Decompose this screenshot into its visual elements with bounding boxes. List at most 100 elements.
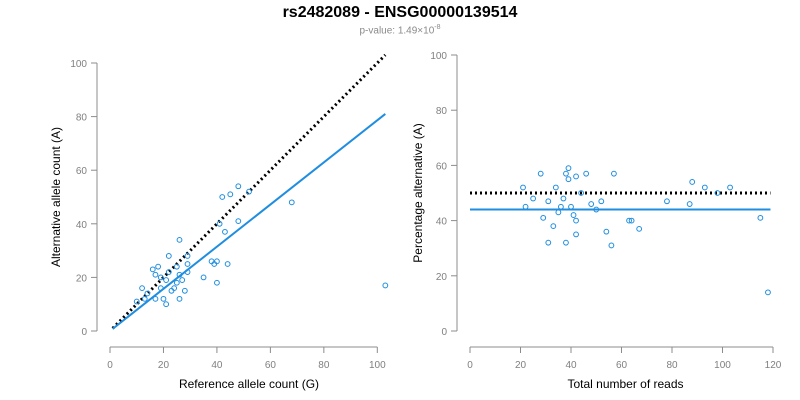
y-tick-label: 100: [70, 59, 87, 70]
data-point: [155, 263, 162, 270]
data-point: [163, 277, 170, 283]
y-tick-label: 0: [441, 327, 447, 338]
data-point: [540, 214, 547, 221]
data-point: [149, 266, 156, 273]
pvalue-exponent: -8: [434, 24, 441, 31]
data-point: [152, 271, 159, 278]
data-point: [570, 212, 577, 218]
data-point: [545, 239, 552, 246]
data-point: [176, 295, 183, 302]
x-tick-label: 120: [765, 360, 782, 371]
y-tick-label: 40: [436, 217, 448, 228]
data-point: [200, 274, 207, 281]
data-point: [568, 203, 574, 210]
x-tick-label: 0: [467, 360, 473, 371]
right-chart-panel: 0 20 40 60 80 100 120 0 20 40 60 80 100 Total number …: [411, 51, 782, 391]
data-point: [184, 269, 191, 275]
data-point: [139, 285, 145, 292]
x-tick-label: 40: [565, 360, 577, 371]
data-point: [173, 279, 180, 286]
fit-line: [112, 113, 386, 330]
data-point: [563, 170, 569, 177]
data-point: [558, 203, 564, 210]
data-point: [163, 301, 170, 308]
x-axis-label: Reference allele count (G): [179, 377, 319, 391]
x-tick-label: 100: [369, 360, 386, 371]
data-point: [636, 225, 643, 232]
data-point: [144, 290, 151, 297]
data-point: [727, 184, 733, 191]
x-tick-label: 80: [666, 360, 678, 371]
data-point: [176, 271, 183, 278]
x-tick-label: 60: [616, 360, 628, 371]
data-point: [133, 298, 140, 305]
data-point: [593, 206, 600, 213]
data-point: [628, 217, 635, 224]
x-tick-label: 20: [158, 360, 170, 371]
y-tick-label: 0: [81, 327, 87, 338]
data-point: [181, 287, 188, 294]
data-point: [171, 285, 178, 292]
data-point: [757, 214, 764, 221]
x-tick-label: 0: [107, 360, 113, 371]
data-point: [157, 285, 164, 292]
x-tick-label: 20: [515, 360, 527, 371]
y-tick-label: 80: [436, 106, 448, 117]
data-point: [626, 217, 632, 224]
data-point: [214, 258, 220, 265]
data-point: [184, 261, 191, 267]
data-point: [545, 198, 552, 205]
data-point: [235, 218, 242, 225]
y-axis-label: Percentage alternative (A): [411, 123, 425, 262]
data-point: [173, 263, 180, 270]
data-point: [765, 289, 771, 296]
data-point: [152, 295, 159, 302]
y-axis-label: Alternative allele count (A): [49, 127, 63, 267]
data-point: [578, 190, 584, 196]
x-tick-label: 40: [211, 360, 223, 371]
figure-title: rs2482089 - ENSG00000139514: [282, 4, 518, 21]
data-point: [219, 194, 226, 200]
data-point: [222, 228, 228, 235]
x-tick-label: 60: [265, 360, 277, 371]
data-point: [530, 195, 537, 202]
data-point: [537, 170, 544, 177]
data-point: [560, 195, 567, 202]
data-point: [160, 295, 167, 302]
y-tick-label: 60: [436, 161, 448, 172]
y-tick-label: 60: [76, 166, 88, 177]
data-point: [588, 201, 595, 207]
data-point: [165, 269, 172, 275]
data-point: [686, 201, 693, 207]
figure-subtitle: p-value: 1.49×10-8: [0, 24, 800, 36]
data-point: [583, 170, 590, 177]
data-point: [552, 184, 559, 191]
data-point: [382, 282, 389, 289]
reference-dotted-line: [111, 53, 387, 330]
data-point: [689, 179, 696, 185]
y-tick-label: 80: [76, 113, 88, 124]
data-point: [555, 209, 562, 216]
y-tick-label: 100: [430, 51, 447, 62]
y-tick-label: 20: [76, 273, 88, 284]
data-point: [246, 188, 252, 195]
data-point: [565, 165, 572, 172]
data-point: [714, 190, 721, 196]
y-tick-label: 20: [436, 272, 448, 283]
data-point: [216, 220, 223, 227]
data-point: [598, 198, 605, 205]
data-point: [611, 170, 617, 177]
data-point: [141, 295, 148, 302]
y-tick-label: 40: [76, 220, 88, 231]
pvalue-text: p-value: 1.49×10: [359, 25, 435, 37]
data-point: [565, 176, 572, 183]
data-point: [522, 203, 529, 210]
left-chart-panel: 0 20 40 60 80 100 0 20 40 60 80 100 Reference allele…: [49, 53, 389, 391]
data-point: [179, 277, 186, 283]
data-point: [184, 253, 191, 259]
x-tick-label: 80: [318, 360, 330, 371]
data-point: [157, 274, 164, 281]
data-point: [603, 228, 610, 235]
data-point: [563, 239, 569, 246]
